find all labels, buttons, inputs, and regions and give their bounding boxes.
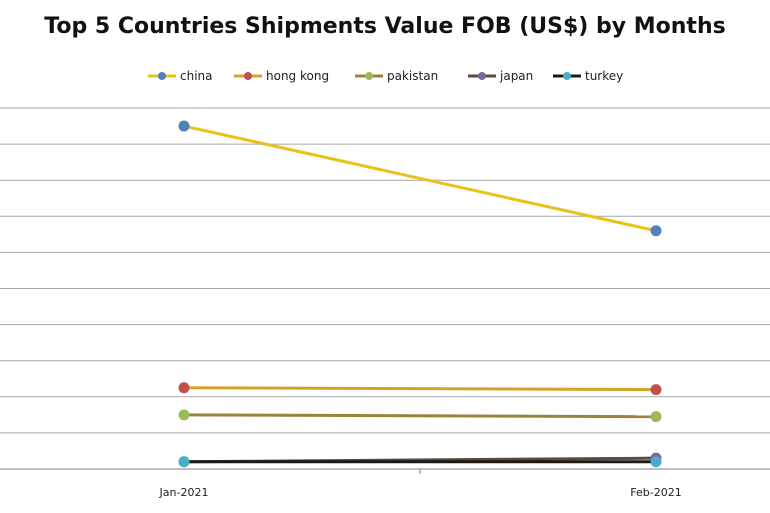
legend-marker-swatch [478,72,486,80]
legend-marker-swatch [244,72,252,80]
legend-label: china [180,69,213,83]
legend-label: japan [499,69,533,83]
series-line [183,413,657,419]
series-lines [183,124,657,464]
data-point [178,456,190,468]
data-point [650,384,662,396]
legend-marker-swatch [563,72,571,80]
gridlines [0,107,770,470]
series-line [183,124,657,233]
data-point [650,411,662,423]
x-tick-label: Jan-2021 [159,486,209,499]
legend-item: hong kong [234,69,329,83]
legend-label: turkey [585,69,623,83]
legend: china hong kong pakistan japan turkey [148,69,623,83]
x-tick-label: Feb-2021 [630,486,681,499]
series-markers [178,120,662,468]
legend-item: japan [468,69,533,83]
legend-item: turkey [553,69,623,83]
data-point [178,382,190,394]
legend-label: hong kong [266,69,329,83]
legend-item: china [148,69,213,83]
data-point [178,120,190,132]
data-point [650,456,662,468]
legend-item: pakistan [355,69,438,83]
data-point [178,409,190,421]
legend-marker-swatch [158,72,166,80]
series-line [183,386,657,392]
x-axis-ticks: Jan-2021 Feb-2021 [159,469,682,499]
chart-title: Top 5 Countries Shipments Value FOB (US$… [44,14,726,39]
legend-label: pakistan [387,69,438,83]
legend-marker-swatch [365,72,373,80]
data-point [650,225,662,237]
